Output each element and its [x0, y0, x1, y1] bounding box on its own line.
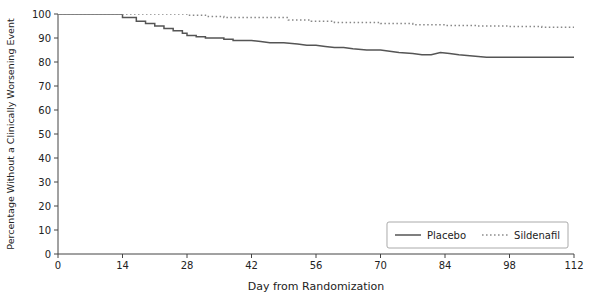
- x-tick-label: 56: [310, 260, 323, 271]
- x-tick-label: 98: [503, 260, 516, 271]
- page: {"chart_data": { "type": "line", "xlabel…: [0, 0, 590, 298]
- x-tick: [380, 254, 381, 258]
- x-tick-label: 70: [374, 260, 387, 271]
- y-tick: [54, 14, 58, 15]
- series-line: [58, 14, 574, 27]
- series-line: [58, 14, 574, 57]
- y-tick-label: 0: [45, 249, 51, 260]
- legend-swatch: [482, 234, 508, 236]
- x-tick: [187, 254, 188, 258]
- y-tick: [54, 134, 58, 135]
- x-tick: [58, 254, 59, 258]
- legend-swatch: [395, 234, 421, 236]
- y-tick: [54, 230, 58, 231]
- y-tick: [54, 182, 58, 183]
- x-tick-label: 112: [564, 260, 583, 271]
- x-tick-label: 14: [116, 260, 129, 271]
- y-tick-label: 70: [38, 81, 51, 92]
- x-tick: [509, 254, 510, 258]
- legend-item: Sildenafil: [482, 230, 560, 241]
- legend-label: Placebo: [427, 230, 466, 241]
- series-group: [58, 14, 574, 57]
- y-tick: [54, 62, 58, 63]
- x-tick-label: 0: [55, 260, 61, 271]
- legend: Placebo Sildenafil: [387, 222, 568, 248]
- y-tick-label: 100: [32, 9, 51, 20]
- x-tick: [251, 254, 252, 258]
- y-tick: [54, 206, 58, 207]
- x-tick: [574, 254, 575, 258]
- y-tick-label: 90: [38, 33, 51, 44]
- chart: 0 14 28 42 56 70 84 98 112 0 10 20 30 40 50 60 70 80 90 100…: [0, 0, 590, 298]
- y-tick-label: 20: [38, 201, 51, 212]
- legend-item: Placebo: [395, 230, 466, 241]
- y-tick-label: 60: [38, 105, 51, 116]
- x-tick: [122, 254, 123, 258]
- x-tick-label: 28: [181, 260, 194, 271]
- y-tick: [54, 86, 58, 87]
- y-tick: [54, 158, 58, 159]
- legend-box: [387, 222, 568, 248]
- x-tick: [445, 254, 446, 258]
- legend-label: Sildenafil: [514, 230, 560, 241]
- y-tick: [54, 254, 58, 255]
- y-tick-label: 50: [38, 129, 51, 140]
- y-tick-label: 80: [38, 57, 51, 68]
- x-axis-label: Day from Randomization: [248, 280, 385, 293]
- y-tick-label: 30: [38, 177, 51, 188]
- x-tick-label: 84: [439, 260, 452, 271]
- axes: 0 14 28 42 56 70 84 98 112 0 10 20 30 40 50 60 70 80 90 100: [32, 9, 584, 272]
- y-tick-label: 10: [38, 225, 51, 236]
- y-axis-label: Percentage Without a Clinically Worsenin…: [5, 18, 16, 250]
- x-tick: [316, 254, 317, 258]
- x-tick-label: 42: [245, 260, 258, 271]
- y-tick-label: 40: [38, 153, 51, 164]
- y-tick: [54, 110, 58, 111]
- y-tick: [54, 38, 58, 39]
